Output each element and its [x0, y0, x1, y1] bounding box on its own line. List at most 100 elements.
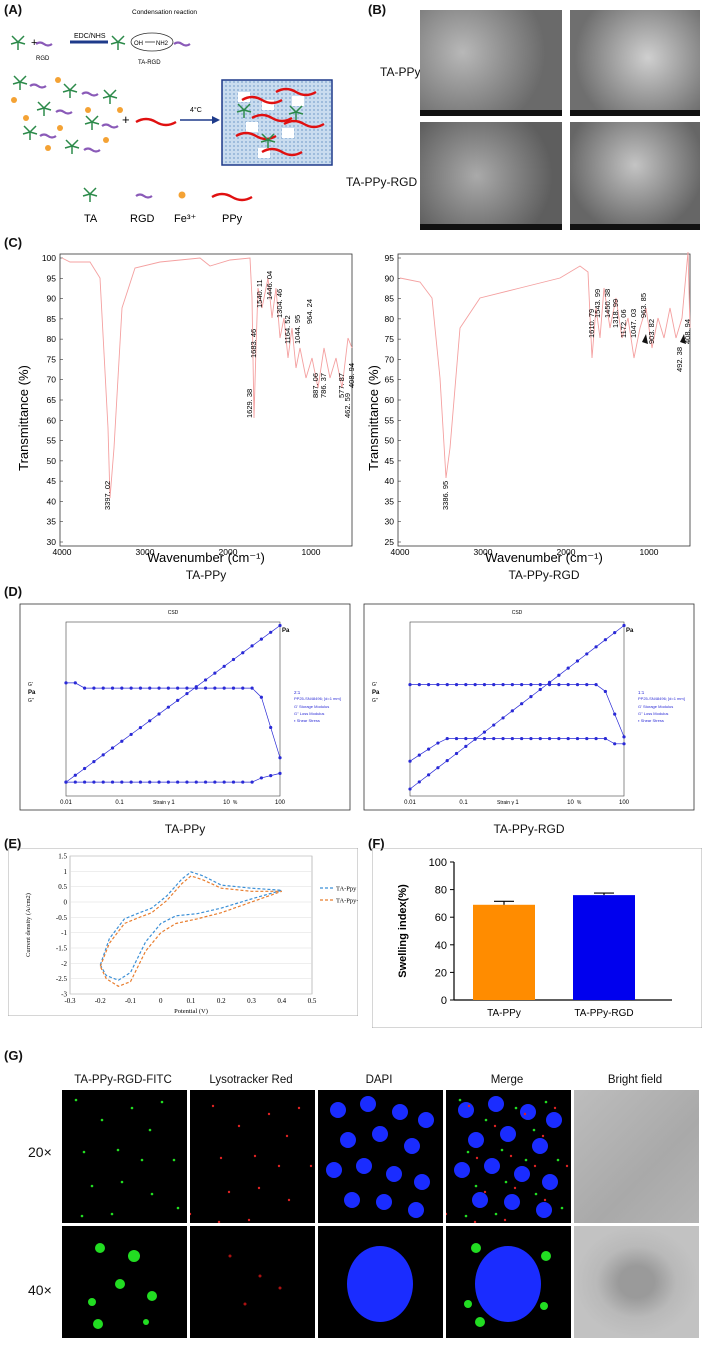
panel-label-c: (C)	[4, 235, 23, 250]
ftir-ytick: 40	[47, 496, 57, 506]
nh2-label: NH2	[156, 41, 169, 47]
legend-fe-icon	[178, 191, 186, 199]
ftir-ytick: 75	[47, 354, 57, 364]
rheo-plot-area	[409, 621, 625, 797]
ftir-left-spectrum	[61, 257, 353, 499]
rheo-plot-area	[65, 621, 281, 797]
fluorescence-spot	[217, 1220, 221, 1224]
panel-label-a: (A)	[4, 2, 23, 17]
ftir-ytick: 85	[385, 294, 395, 304]
cv-xtick: 0.2	[217, 997, 226, 1005]
fluorescence-spot	[130, 1106, 134, 1110]
bar-category-label: TA-PPy-RGD	[574, 1008, 633, 1019]
ftir-peak-label: 3386. 95	[441, 481, 450, 510]
fluorescence-spot	[227, 1190, 231, 1194]
fluorescence-spot	[458, 1102, 474, 1118]
fluorescence-spot	[523, 1112, 527, 1116]
fluorescence-spot	[504, 1194, 520, 1210]
ftir-peak-label: 1047. 03	[629, 309, 638, 338]
sem-image-tappy-rgd-high	[570, 122, 700, 230]
ftir-ytick: 40	[385, 476, 395, 486]
ftir-peak-label: 408. 94	[347, 363, 356, 388]
swelling-chart: 0 20 40 60 80 100 Swelling index(%) TA-PPy TA-P…	[372, 848, 702, 1028]
peak-arrow-icon	[642, 334, 648, 344]
rheo-pa-right: Pa	[626, 628, 634, 634]
rheo-series-1	[410, 684, 625, 737]
fluorescence-spot	[532, 1138, 548, 1154]
fluorescence-spot	[326, 1162, 342, 1178]
rheo-header: CSD	[168, 610, 179, 616]
ftir-peak-label: 963. 85	[639, 293, 648, 318]
bar-ytick: 20	[435, 967, 447, 979]
fluorescence-spot	[219, 1156, 223, 1160]
fluorescence-spot	[372, 1126, 388, 1142]
cv-chart: 1.5 1 0.5 0 -0.5 -1 -1.5 -2 -2.5 -3-0.3 -0.2 -0.1 0 0…	[8, 848, 358, 1016]
rheo-xlabel: Strain γ	[497, 800, 514, 806]
ftir-peak-label: 462. 59	[343, 393, 352, 418]
fluorescence-spot	[211, 1104, 215, 1108]
rheo-legend-title: 2:1	[294, 690, 301, 695]
fluorescence-spot	[543, 1198, 547, 1202]
ftir-xtick: 1000	[640, 547, 659, 557]
cv-ytick: 1	[64, 868, 68, 876]
oh-label: OH	[134, 41, 143, 47]
fluorescence-spot	[237, 1124, 241, 1128]
ftir-left-xlabel: Wavenumber (cm⁻¹)	[147, 550, 265, 565]
rheo-legend-sub: PP25-SN48496; [d=1 mm]	[638, 696, 685, 701]
ftir-peak-label: 887. 06	[311, 373, 320, 398]
fluorescence-spot	[560, 1206, 564, 1210]
fluorescence-spot	[386, 1166, 402, 1182]
legend-ta: TA	[84, 213, 98, 225]
rheo-pa-right: Pa	[282, 628, 290, 634]
fluorescence-spot	[473, 1220, 477, 1224]
ftir-right-xlabel: Wavenumber (cm⁻¹)	[485, 550, 603, 565]
fluorescence-spot	[376, 1194, 392, 1210]
swelling-chart-frame	[372, 848, 702, 1028]
rheo-header: CSD	[512, 610, 523, 616]
fluorescence-spot	[544, 1100, 548, 1104]
rheo-xtick: 0.1	[115, 800, 124, 806]
rheo-xtick: 0.1	[459, 800, 468, 806]
rheo-xtick: 10	[567, 800, 574, 806]
col-header-lyso: Lysotracker Red	[209, 1074, 293, 1086]
fluorescence-spot	[472, 1192, 488, 1208]
cv-xtick: -0.1	[125, 997, 137, 1005]
rgd-peptide-icon	[172, 41, 192, 47]
bar-category-label: TA-PPy	[487, 1008, 521, 1019]
fluorescence-spot	[277, 1164, 281, 1168]
fluorescence-spot	[267, 1112, 271, 1116]
ftir-xtick: 2000	[219, 547, 238, 557]
ftir-ytick: 30	[47, 537, 57, 547]
fluorescence-spot	[74, 1098, 78, 1102]
fluorescence-spot	[90, 1184, 94, 1188]
ftir-ytick: 55	[385, 415, 395, 425]
ftir-ytick: 75	[385, 334, 395, 344]
ftir-peak-label: 903. 82	[647, 319, 656, 344]
panel-label-g: (G)	[4, 1048, 23, 1063]
rheo-series-0	[65, 625, 281, 783]
ftir-ytick: 85	[47, 314, 57, 324]
ftir-xtick: 1000	[302, 547, 321, 557]
ta-molecule-icon	[10, 35, 26, 51]
ftir-peak-label: 408. 94	[683, 319, 692, 344]
ftir-peak-label: 1450. 38	[603, 289, 612, 318]
ftir-right-ylabel: Transmittance (%)	[366, 365, 381, 471]
fluorescence-spot	[150, 1192, 154, 1196]
rheo-gpp: G''	[28, 698, 34, 704]
fluorescence-spot	[120, 1180, 124, 1184]
ftir-ytick: 100	[42, 253, 56, 263]
img-20x-merge	[444, 1090, 571, 1224]
fluorescence-spot	[514, 1106, 518, 1110]
fluorescence-spot	[247, 1218, 251, 1222]
panel-label-b: (B)	[368, 2, 387, 17]
rheo-right-caption: TA-PPy-RGD	[493, 822, 565, 836]
img-40x-merge	[446, 1226, 571, 1338]
ftir-peak-label: 1446. 04	[265, 271, 274, 300]
fluorescence-spot	[404, 1138, 420, 1154]
cv-xtick: 0.5	[308, 997, 317, 1005]
ftir-ytick: 80	[385, 314, 395, 324]
ftir-spectra: 100 95 90 85 80 75 70 65 60 55 50 45 40 35 30 4000 3000…	[16, 251, 692, 565]
ftir-ytick: 90	[47, 294, 57, 304]
ftir-ytick: 65	[47, 395, 57, 405]
rheo-legend-item: G' Storage Modulus	[294, 704, 329, 709]
